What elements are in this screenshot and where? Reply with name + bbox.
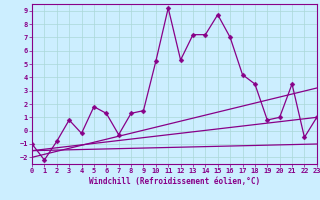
X-axis label: Windchill (Refroidissement éolien,°C): Windchill (Refroidissement éolien,°C): [89, 177, 260, 186]
